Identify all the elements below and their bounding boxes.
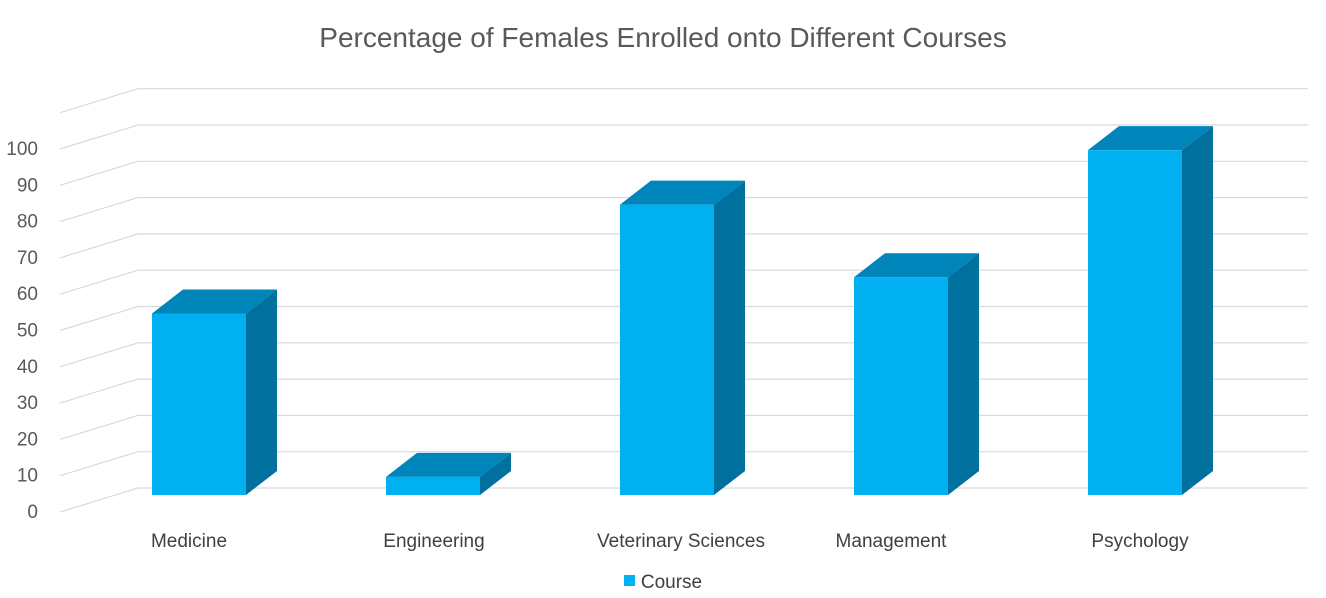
y-tick-label: 100 xyxy=(6,139,38,160)
y-tick-label: 80 xyxy=(17,212,38,233)
y-tick-label: 90 xyxy=(17,175,38,196)
x-tick-label: Medicine xyxy=(151,531,227,552)
y-tick-label: 20 xyxy=(17,429,38,450)
legend-swatch xyxy=(623,575,635,587)
bar-front-face xyxy=(386,476,480,495)
bar xyxy=(620,180,745,495)
bar-front-face xyxy=(1088,150,1182,495)
gridline xyxy=(59,88,1308,114)
gridline xyxy=(59,160,1308,186)
gridlines xyxy=(59,88,1308,513)
y-tick-label: 0 xyxy=(27,502,38,523)
x-axis-labels: Medicine Engineering Veterinary Sciences Ma… xyxy=(151,531,1189,552)
bar-front-face xyxy=(620,204,714,495)
bar-front-face xyxy=(152,313,246,495)
y-tick-label: 30 xyxy=(17,393,38,414)
bar xyxy=(152,289,277,495)
chart-title: Percentage of Females Enrolled onto Diff… xyxy=(319,22,1007,53)
gridline xyxy=(59,233,1308,259)
bar-top-face xyxy=(386,452,511,477)
y-tick-label: 40 xyxy=(17,357,38,378)
x-tick-label: Management xyxy=(836,531,948,552)
bar-side-face xyxy=(246,289,277,495)
bar-top-face xyxy=(854,253,979,278)
bar-top-face xyxy=(1088,126,1213,151)
bar-front-face xyxy=(854,277,948,495)
gridline xyxy=(59,124,1308,150)
legend-label: Course xyxy=(640,572,703,593)
bar xyxy=(386,452,511,495)
x-tick-label: Veterinary Sciences xyxy=(597,531,765,552)
gridline xyxy=(59,197,1308,223)
bar-side-face xyxy=(1182,126,1213,496)
bar-side-face xyxy=(480,452,511,495)
bar-top-face xyxy=(620,180,745,205)
bar xyxy=(1088,126,1213,496)
bars xyxy=(152,126,1213,496)
x-tick-label: Psychology xyxy=(1091,531,1189,552)
bar xyxy=(854,253,979,495)
y-tick-label: 50 xyxy=(17,321,38,342)
bar-side-face xyxy=(714,180,745,495)
legend: Course xyxy=(0,572,1326,594)
x-tick-label: Engineering xyxy=(383,531,484,552)
bar-top-face xyxy=(152,289,277,314)
bar-side-face xyxy=(948,253,979,495)
y-tick-label: 70 xyxy=(17,248,38,269)
y-axis-ticks: 0 10 20 30 40 50 60 70 80 90 100 xyxy=(6,139,38,523)
y-tick-label: 10 xyxy=(17,466,38,487)
y-tick-label: 60 xyxy=(17,284,38,305)
